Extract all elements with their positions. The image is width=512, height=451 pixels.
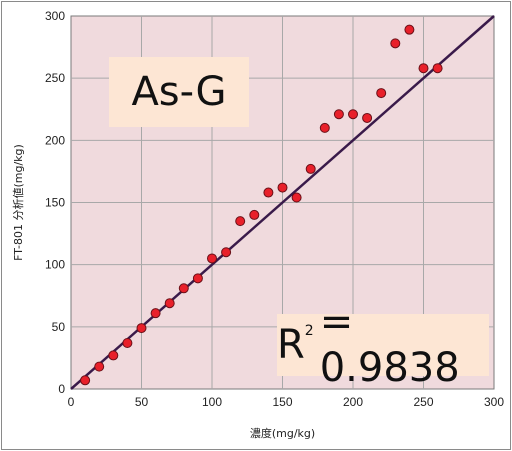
data-point [150, 308, 161, 319]
x-tick-labels: 0 50 100 150 200 250 300 [68, 395, 505, 409]
data-point [122, 337, 133, 348]
data-point [192, 273, 203, 284]
data-point [164, 298, 175, 309]
data-point [362, 112, 373, 123]
y-tick-labels: 0 50 100 150 200 250 300 [45, 9, 65, 396]
r-squared-label: R 2 = 0.9838 [277, 299, 489, 391]
element-label-text: As-G [131, 69, 227, 115]
y-tick-label: 50 [52, 320, 66, 334]
data-point [418, 63, 429, 74]
data-point [108, 350, 119, 361]
data-point [207, 253, 217, 264]
data-point [249, 209, 260, 220]
data-point [178, 283, 189, 294]
data-point [390, 38, 401, 49]
data-point [221, 247, 232, 258]
data-point [263, 187, 274, 198]
data-point [80, 375, 91, 386]
x-tick-label: 50 [135, 395, 149, 409]
y-tick-label: 200 [45, 133, 65, 147]
x-tick-label: 200 [343, 395, 363, 409]
data-point [277, 182, 288, 193]
x-tick-label: 250 [413, 395, 433, 409]
data-point [136, 323, 147, 334]
x-tick-label: 100 [202, 395, 222, 409]
y-tick-label: 300 [45, 9, 65, 23]
element-label: As-G [109, 57, 249, 127]
data-point [94, 361, 105, 372]
data-point [348, 109, 358, 120]
data-point [404, 24, 415, 35]
r-squared-value: = 0.9838 [319, 299, 460, 391]
x-tick-label: 150 [272, 395, 292, 409]
data-point [235, 216, 246, 227]
data-points [80, 24, 443, 386]
y-tick-label: 250 [45, 71, 65, 85]
y-tick-label: 100 [45, 258, 65, 272]
x-axis-label: 濃度(mg/kg) [250, 426, 315, 440]
r-squared-r: R [277, 322, 305, 368]
data-point [333, 109, 344, 120]
x-tick-label: 0 [68, 395, 75, 409]
data-point [319, 122, 330, 133]
r-squared-superscript: 2 [304, 323, 314, 339]
data-point [432, 63, 443, 74]
x-tick-label: 300 [484, 395, 504, 409]
data-point [291, 192, 302, 203]
y-axis-label: FT-801 分析値(mg/kg) [11, 144, 25, 261]
data-point [305, 163, 316, 174]
y-tick-label: 150 [45, 196, 65, 210]
y-tick-label: 0 [58, 382, 65, 396]
data-point [376, 88, 387, 99]
